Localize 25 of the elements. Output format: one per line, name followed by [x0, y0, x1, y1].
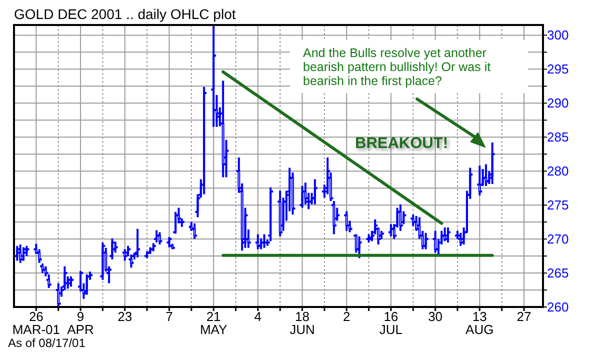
y-tick-label: 275 [547, 198, 569, 213]
x-tick-label: 23 [118, 309, 132, 324]
y-tick-label: 285 [547, 130, 569, 145]
x-tick-label: 4 [254, 309, 262, 324]
chart-title: GOLD DEC 2001 .. daily OHLC plot [14, 6, 236, 22]
text: As of 08/17/01 [8, 336, 86, 350]
y-tick-label: 265 [547, 266, 569, 281]
y-tick-label: 260 [547, 300, 569, 314]
y-tick-label: 300 [547, 28, 569, 43]
x-tick-label: 18 JUN [290, 309, 315, 337]
y-tick-label: 270 [547, 232, 569, 247]
x-tick-label: 27 [516, 309, 532, 324]
x-tick-label: 9 APR [67, 309, 94, 337]
x-tick-label: 13 AUG [466, 309, 494, 337]
annotation: BREAKOUT! [355, 135, 448, 152]
x-tick-label: 30 [428, 309, 443, 324]
annotation: And the Bulls resolve yet another bearish pattern bullishly! Or was it bearish in the first place? [303, 46, 492, 88]
y-tick-label: 290 [547, 96, 569, 111]
y-tick-label: 295 [547, 62, 569, 77]
x-tick-label: 26 MAR-01 [12, 309, 60, 337]
x-tick-label: 16 JUL [379, 309, 403, 337]
x-tick-label: 21 MAY [200, 309, 228, 337]
y-tick-label: 280 [547, 164, 569, 179]
x-tick-label: 2 [342, 309, 350, 324]
x-tick-label: 7 [166, 309, 173, 324]
